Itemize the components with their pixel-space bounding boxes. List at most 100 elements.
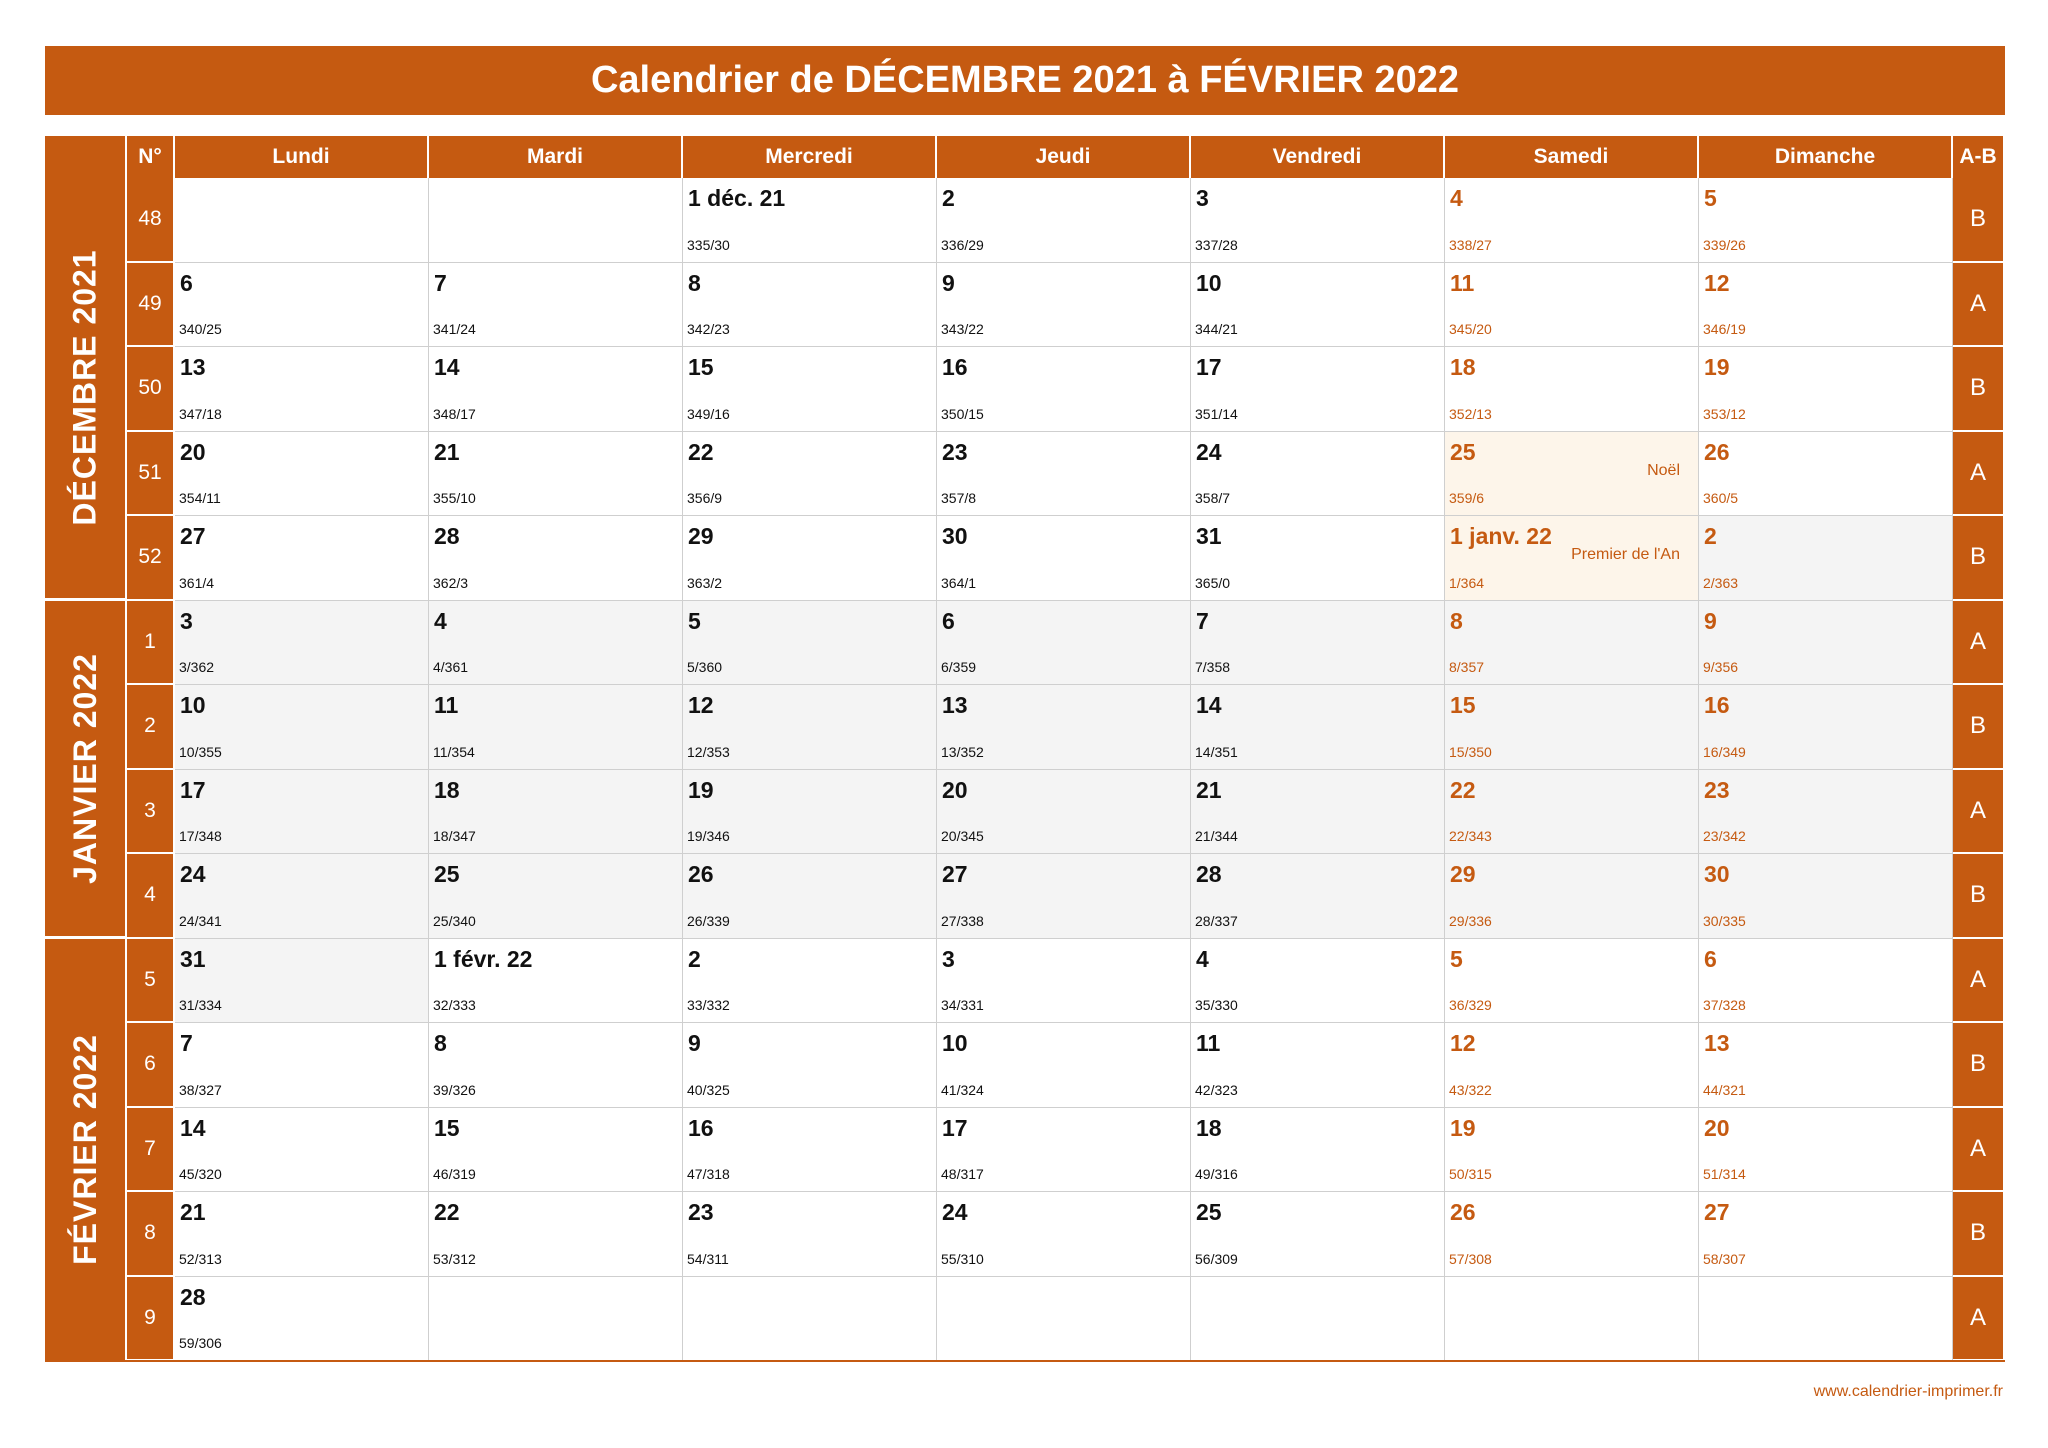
day-of-year: 33/332 (687, 997, 730, 1013)
day-of-year: 52/313 (179, 1250, 222, 1267)
day-of-year: 12/353 (687, 743, 730, 760)
day-number: 5 (1450, 945, 1463, 972)
week-number: 9 (127, 1276, 175, 1361)
day-cell: 8 342/23 (683, 262, 937, 347)
day-of-year: 43/322 (1449, 1081, 1492, 1098)
day-number: 11 (1450, 269, 1475, 296)
day-number: 22 (434, 1199, 460, 1225)
day-of-year: 338/27 (1449, 236, 1492, 253)
day-of-year: 42/323 (1195, 1081, 1238, 1098)
week-number: 49 (127, 262, 175, 347)
day-number: 20 (180, 438, 206, 465)
day-number: 17 (1196, 354, 1222, 380)
day-cell: 9 40/325 (683, 1023, 937, 1108)
day-number: 10 (180, 692, 206, 718)
day-number: 17 (942, 1114, 968, 1141)
day-cell: 19 19/346 (683, 769, 937, 854)
day-of-year: 32/333 (433, 997, 476, 1013)
day-of-year: 335/30 (687, 236, 730, 253)
day-number: 5 (688, 607, 701, 634)
header-day-5: Samedi (1445, 136, 1699, 178)
day-of-year: 49/316 (1195, 1166, 1238, 1182)
day-number: 12 (1704, 269, 1730, 296)
header-day-0: Lundi (175, 136, 429, 178)
day-of-year: 355/10 (433, 490, 476, 506)
day-of-year: 362/3 (433, 574, 469, 591)
day-number: 19 (688, 776, 714, 803)
day-number: 18 (1450, 354, 1476, 380)
day-of-year: 25/340 (433, 912, 476, 929)
day-number: 16 (1704, 692, 1730, 718)
day-of-year: 35/330 (1195, 997, 1238, 1013)
day-cell: 20 354/11 (175, 431, 429, 516)
day-of-year: 360/5 (1703, 490, 1739, 506)
day-of-year: 348/17 (433, 405, 476, 422)
day-cell: 13 44/321 (1699, 1023, 1953, 1108)
day-cell: 5 5/360 (683, 600, 937, 685)
week-number: 1 (127, 600, 175, 685)
bottom-rule (45, 1360, 2005, 1362)
day-of-year: 354/11 (179, 490, 221, 506)
day-cell: 16 47/318 (683, 1107, 937, 1192)
day-cell: 7 341/24 (429, 262, 683, 347)
day-of-year: 14/351 (1195, 743, 1238, 760)
day-cell: 28 59/306 (175, 1276, 429, 1361)
day-of-year: 10/355 (179, 743, 222, 760)
day-cell: 4 338/27 (1445, 178, 1699, 263)
empty-day-cell (429, 1276, 683, 1361)
day-number: 10 (942, 1030, 968, 1056)
day-number: 6 (180, 269, 193, 296)
day-of-year: 15/350 (1449, 743, 1492, 760)
week-ab-label: B (1953, 347, 2003, 432)
day-of-year: 53/312 (433, 1250, 476, 1267)
day-of-year: 19/346 (687, 828, 730, 844)
day-of-year: 353/12 (1703, 405, 1746, 422)
day-number: 2 (942, 185, 955, 211)
holiday-label: Premier de l'An (1571, 546, 1680, 563)
day-of-year: 350/15 (941, 405, 984, 422)
footer-website[interactable]: www.calendrier-imprimer.fr (1813, 1383, 2003, 1400)
week-number: 7 (127, 1107, 175, 1192)
day-cell: 28 28/337 (1191, 854, 1445, 939)
day-cell: 11 11/354 (429, 685, 683, 770)
day-of-year: 340/25 (179, 321, 222, 337)
day-cell: 13 13/352 (937, 685, 1191, 770)
day-cell: 7 38/327 (175, 1023, 429, 1108)
day-cell: 23 357/8 (937, 431, 1191, 516)
day-of-year: 351/14 (1195, 405, 1238, 422)
day-of-year: 359/6 (1449, 490, 1485, 506)
day-cell: 5 339/26 (1699, 178, 1953, 263)
week-number: 52 (127, 516, 175, 601)
day-number: 7 (180, 1030, 193, 1056)
day-number: 14 (180, 1114, 206, 1141)
day-of-year: 47/318 (687, 1166, 730, 1182)
week-number: 4 (127, 854, 175, 939)
week-number: 50 (127, 347, 175, 432)
day-cell: 15 349/16 (683, 347, 937, 432)
day-cell: 2 2/363 (1699, 516, 1953, 601)
calendar-grid: N° Lundi Mardi Mercredi Jeudi Vendredi Samedi D… (45, 136, 2003, 1361)
day-cell: 15 46/319 (429, 1107, 683, 1192)
week-ab-label: A (1953, 769, 2003, 854)
day-number: 9 (688, 1030, 701, 1056)
day-cell: 11 345/20 (1445, 262, 1699, 347)
day-cell: 30 364/1 (937, 516, 1191, 601)
day-of-year: 38/327 (179, 1081, 222, 1098)
day-of-year: 6/359 (941, 659, 977, 675)
day-of-year: 365/0 (1195, 574, 1231, 591)
day-number: 30 (1704, 861, 1730, 887)
day-of-year: 51/314 (1703, 1166, 1746, 1182)
month-label-text: FÉVRIER 2022 (66, 1034, 103, 1266)
day-number: 13 (1704, 1030, 1730, 1056)
day-cell: 7 7/358 (1191, 600, 1445, 685)
day-number: 1 janv. 22 (1450, 523, 1552, 549)
day-of-year: 361/4 (179, 574, 215, 591)
day-number: 21 (180, 1199, 206, 1225)
day-of-year: 41/324 (941, 1081, 984, 1098)
day-of-year: 24/341 (179, 912, 222, 929)
day-of-year: 356/9 (687, 490, 723, 506)
day-number: 9 (1704, 607, 1717, 634)
day-number: 19 (1704, 354, 1730, 380)
month-label: FÉVRIER 2022 (45, 938, 127, 1361)
empty-day-cell (1191, 1276, 1445, 1361)
